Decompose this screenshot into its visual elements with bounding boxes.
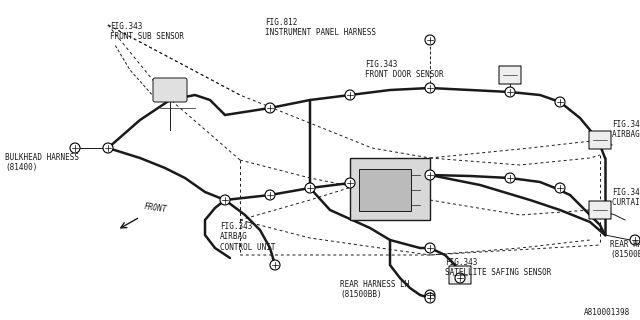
Text: FIG.343
FRONT DOOR SENSOR: FIG.343 FRONT DOOR SENSOR <box>365 60 444 79</box>
Circle shape <box>103 143 113 153</box>
Circle shape <box>265 103 275 113</box>
FancyBboxPatch shape <box>589 201 611 219</box>
Circle shape <box>555 183 565 193</box>
Circle shape <box>505 87 515 97</box>
Circle shape <box>70 143 80 153</box>
Circle shape <box>425 35 435 45</box>
Text: FRONT: FRONT <box>143 202 167 214</box>
Circle shape <box>425 293 435 303</box>
Circle shape <box>425 290 435 300</box>
Circle shape <box>270 260 280 270</box>
Text: FIG.343
CURTAIN AIRBAG SENSOR: FIG.343 CURTAIN AIRBAG SENSOR <box>612 188 640 207</box>
FancyBboxPatch shape <box>153 78 187 102</box>
Text: FIG.343
AIRBAG
CONTROL UNIT: FIG.343 AIRBAG CONTROL UNIT <box>220 222 275 252</box>
Circle shape <box>425 83 435 93</box>
Circle shape <box>555 97 565 107</box>
Circle shape <box>505 173 515 183</box>
Text: REAR HARNESS LH
(81500BB): REAR HARNESS LH (81500BB) <box>340 280 410 300</box>
Text: FIG.343
FRONT SUB SENSOR: FIG.343 FRONT SUB SENSOR <box>110 22 184 41</box>
Circle shape <box>345 178 355 188</box>
Circle shape <box>630 235 640 245</box>
FancyBboxPatch shape <box>499 66 521 84</box>
Circle shape <box>455 273 465 283</box>
Text: REAR HARNESS RH
(81500BA): REAR HARNESS RH (81500BA) <box>610 240 640 260</box>
Text: FIG.343
AIRBAG SIDE SENSOR: FIG.343 AIRBAG SIDE SENSOR <box>612 120 640 140</box>
Circle shape <box>265 190 275 200</box>
Circle shape <box>305 183 315 193</box>
Circle shape <box>425 170 435 180</box>
Polygon shape <box>350 158 430 220</box>
FancyBboxPatch shape <box>589 131 611 149</box>
Circle shape <box>425 243 435 253</box>
Circle shape <box>345 90 355 100</box>
Text: FIG.812
INSTRUMENT PANEL HARNESS: FIG.812 INSTRUMENT PANEL HARNESS <box>265 18 376 37</box>
FancyBboxPatch shape <box>359 169 411 211</box>
Circle shape <box>220 195 230 205</box>
FancyBboxPatch shape <box>449 266 471 284</box>
Text: A810001398: A810001398 <box>584 308 630 317</box>
Text: FIG.343
SATELLITE SAFING SENSOR: FIG.343 SATELLITE SAFING SENSOR <box>445 258 552 277</box>
Text: BULKHEAD HARNESS
(81400): BULKHEAD HARNESS (81400) <box>5 153 79 172</box>
